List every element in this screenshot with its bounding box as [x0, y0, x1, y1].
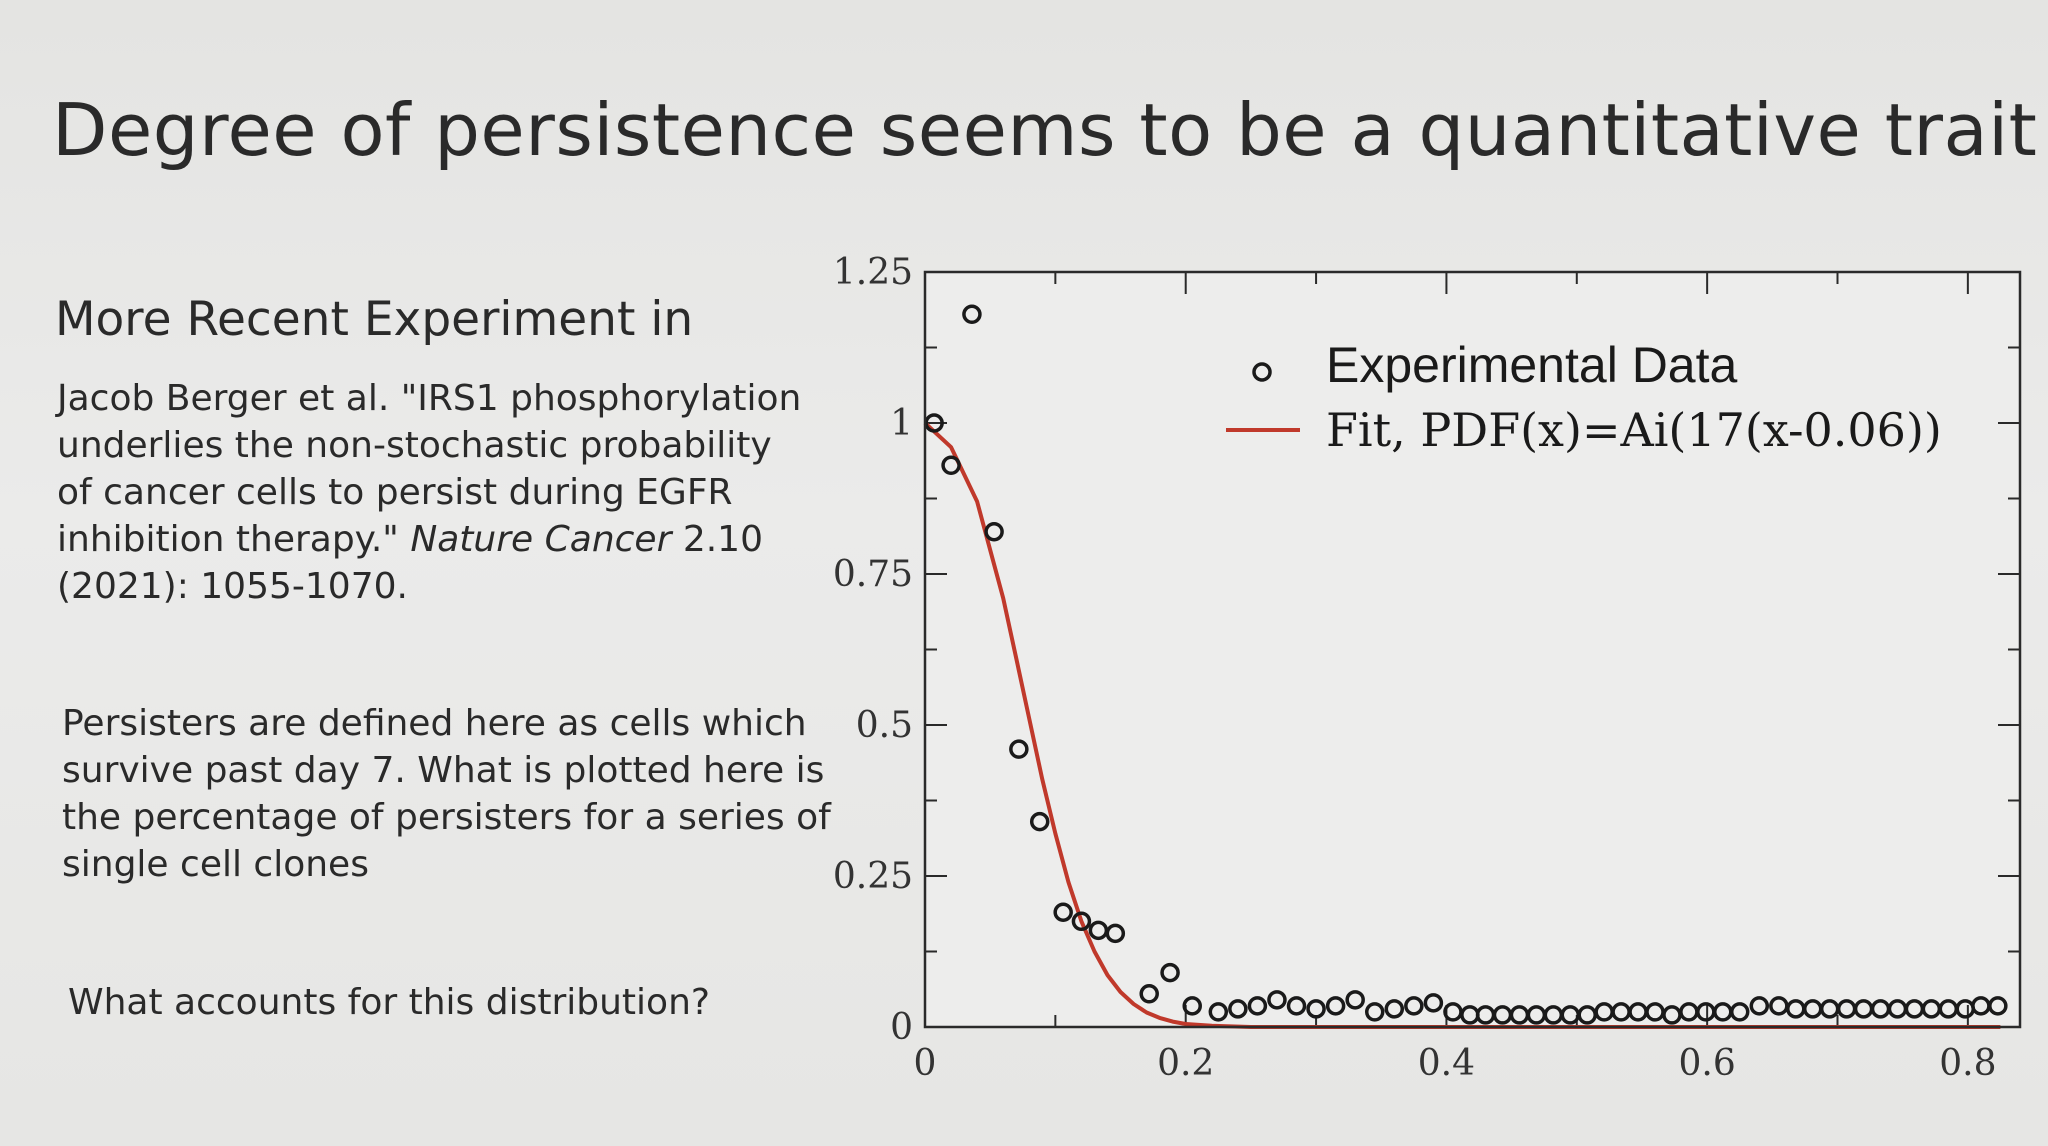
x-tick-label: 0.8 — [1939, 1043, 1996, 1084]
data-point — [1160, 962, 1180, 983]
legend-label-fit: Fit, PDF(x)=Ai(17(x-0.06)) — [1326, 403, 1942, 457]
legend: Experimental Data Fit, PDF(x)=Ai(17(x-0.… — [1226, 337, 1942, 457]
data-point — [984, 521, 1004, 542]
citation-text: Jacob Berger et al. "IRS1 phosphorylatio… — [57, 375, 817, 610]
data-point — [1423, 993, 1444, 1013]
data-markers — [924, 304, 2008, 1025]
data-point — [1729, 1002, 1750, 1022]
y-tick-label: 0 — [890, 1007, 913, 1048]
data-point — [1306, 999, 1326, 1019]
x-tick-label: 0.2 — [1157, 1043, 1214, 1084]
data-point — [1364, 1002, 1385, 1022]
y-tick-label: 0.75 — [833, 554, 913, 595]
data-point — [1345, 990, 1365, 1010]
data-point — [1139, 984, 1159, 1004]
data-point — [1384, 999, 1405, 1019]
citation-main: Jacob Berger et al. "IRS1 phosphorylatio… — [57, 378, 802, 560]
legend-marker-experimental — [1252, 362, 1272, 382]
data-point — [1029, 811, 1050, 832]
data-point — [1267, 990, 1287, 1010]
axis-tick-labels: 0 0.2 0.4 0.6 0.8 0 0.25 0.5 0.75 1 1.25 — [833, 252, 1997, 1084]
y-tick-label: 1 — [890, 403, 913, 444]
persister-definition: Persisters are defined here as cells whi… — [62, 703, 831, 885]
x-tick-label: 0.4 — [1418, 1043, 1475, 1084]
data-point — [1182, 996, 1202, 1016]
citation-volume: 2.10 (2021): 1055-1070. — [57, 519, 763, 607]
data-point — [1286, 996, 1307, 1016]
data-point — [1228, 999, 1248, 1019]
data-point — [1105, 923, 1126, 944]
y-tick-label: 1.25 — [833, 252, 913, 293]
data-point — [1404, 996, 1424, 1016]
data-point — [1247, 996, 1268, 1016]
y-tick-label: 0.25 — [833, 856, 913, 897]
data-point — [1208, 1002, 1229, 1022]
legend-label-experimental: Experimental Data — [1326, 337, 1737, 393]
data-point — [1988, 996, 2008, 1016]
citation-journal: Nature Cancer — [410, 519, 672, 560]
discussion-question: What accounts for this distribution? — [68, 982, 710, 1023]
plot-frame — [923, 270, 2022, 1029]
section-subheading: More Recent Experiment in — [55, 292, 694, 347]
data-point — [1071, 911, 1092, 932]
slide-title: Degree of persistence seems to be a quan… — [52, 88, 2038, 172]
data-point — [1749, 996, 1770, 1016]
x-tick-label: 0 — [914, 1043, 937, 1084]
data-point — [1053, 902, 1073, 922]
data-point — [1325, 996, 1346, 1016]
x-tick-label: 0.6 — [1679, 1043, 1736, 1084]
data-point — [962, 304, 982, 325]
data-point — [941, 455, 961, 476]
plot-area — [925, 272, 2020, 1027]
data-point — [1009, 739, 1029, 759]
y-tick-label: 0.5 — [856, 705, 913, 746]
